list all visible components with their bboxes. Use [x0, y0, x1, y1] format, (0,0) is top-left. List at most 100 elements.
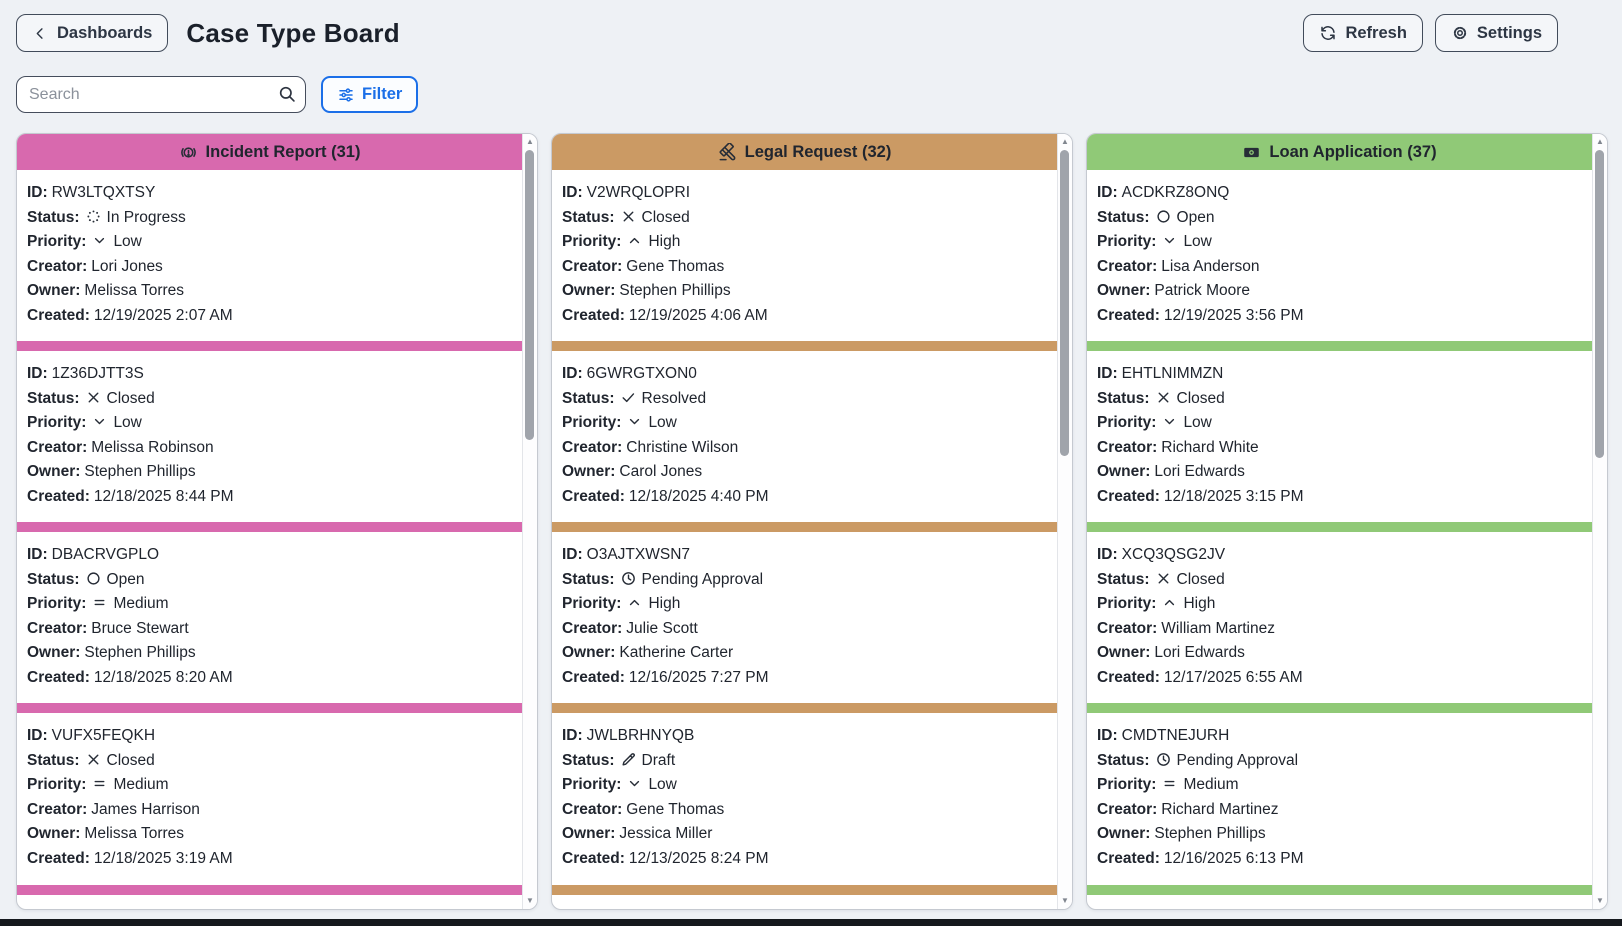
case-card[interactable]: ID: 1Z36DJTT3S Status: Closed Priority: Low Cr…: [17, 351, 522, 522]
x-icon: [85, 751, 102, 768]
scroll-down-icon[interactable]: ▼: [526, 896, 534, 905]
field-value: Low: [648, 776, 677, 793]
card-field-owner: Owner: Lori Edwards: [1097, 460, 1582, 485]
field-value: JWLBRHNYQB: [586, 727, 695, 744]
scroll-up-icon[interactable]: ▲: [1596, 137, 1604, 146]
scroll-up-icon[interactable]: ▲: [526, 137, 534, 146]
filter-button[interactable]: Filter: [321, 76, 419, 113]
card-field-status: Status: Closed: [1097, 387, 1582, 412]
card-divider: [1087, 703, 1592, 713]
case-card[interactable]: ID: VUFX5FEQKH Status: Closed Priority: Mediu…: [17, 713, 522, 884]
refresh-button[interactable]: Refresh: [1303, 14, 1423, 52]
field-value: 12/17/2025 6:55 AM: [1163, 668, 1303, 686]
field-label: Creator:: [27, 438, 88, 456]
case-card[interactable]: ID: RW3LTQXTSY Status: In Progress Priority:…: [17, 170, 522, 341]
x-icon: [620, 208, 637, 225]
column-scrollbar[interactable]: ▲ ▼: [522, 134, 537, 909]
case-card[interactable]: ID: DBACRVGPLO Status: Open Priority: Medium C…: [17, 532, 522, 703]
field-label: ID:: [1097, 184, 1118, 201]
card-field-priority: Priority: Low: [562, 773, 1047, 798]
field-value: Melissa Torres: [84, 282, 185, 299]
scrollbar-thumb[interactable]: [1595, 150, 1604, 458]
case-card[interactable]: ID: ACDKRZ8ONQ Status: Open Priority: Low Crea…: [1087, 170, 1592, 341]
field-label: Creator:: [1097, 257, 1158, 275]
field-label: Status:: [562, 570, 615, 588]
field-value: High: [648, 595, 681, 612]
card-field-creator: Creator: Bruce Stewart: [27, 617, 512, 642]
card-field-priority: Priority: High: [562, 230, 1047, 255]
field-label: ID:: [1097, 546, 1118, 563]
card-field-priority: Priority: Medium: [27, 592, 512, 617]
case-card[interactable]: ID: JWLBRHNYQB Status: Draft Priority: Low Cre…: [552, 713, 1057, 884]
case-card[interactable]: ID: EHTLNIMMZN Status: Closed Priority: Low Cr…: [1087, 351, 1592, 522]
field-label: Status:: [1097, 570, 1150, 588]
scroll-down-icon[interactable]: ▼: [1596, 896, 1604, 905]
column-scrollbar[interactable]: ▲ ▼: [1592, 134, 1607, 909]
field-value: O3AJTXWSN7: [586, 546, 691, 563]
field-value: Open: [1176, 208, 1215, 226]
column-main: Legal Request (32) ID: V2WRQLOPRI Status: Cl…: [552, 134, 1057, 909]
card-field-creator: Creator: Gene Thomas: [562, 255, 1047, 280]
field-value: Gene Thomas: [626, 800, 725, 818]
field-label: Creator:: [562, 257, 623, 275]
case-card[interactable]: ID: V2WRQLOPRI Status: Closed Priority: High C…: [552, 170, 1057, 341]
circle-icon: [1155, 208, 1172, 225]
field-label: Status:: [27, 389, 80, 407]
scroll-down-icon[interactable]: ▼: [1061, 896, 1069, 905]
case-card[interactable]: ID: CMDTNEJURH Status: Pending Approval Prio…: [1087, 713, 1592, 884]
case-card[interactable]: ID: XCQ3QSG2JV Status: Closed Priority: High C…: [1087, 532, 1592, 703]
chevron-down-icon: [1161, 413, 1178, 430]
card-field-created: Created: 12/16/2025 6:13 PM: [1097, 847, 1582, 872]
card-field-status: Status: Closed: [562, 206, 1047, 231]
search-input[interactable]: [16, 76, 306, 113]
card-field-created: Created: 12/17/2025 6:55 AM: [1097, 666, 1582, 691]
field-label: Priority:: [1097, 233, 1157, 250]
case-card[interactable]: ID: 6GWRGTXON0 Status: Resolved Priority: Low…: [552, 351, 1057, 522]
field-label: Created:: [27, 306, 90, 324]
field-label: Priority:: [1097, 776, 1157, 793]
x-icon: [85, 389, 102, 406]
field-value: 12/18/2025 3:19 AM: [93, 849, 233, 867]
card-field-status: Status: Closed: [1097, 568, 1582, 593]
card-field-id: ID: VUFX5FEQKH: [27, 724, 512, 749]
field-label: ID:: [562, 727, 583, 744]
filter-sliders-icon: [337, 86, 355, 104]
column-scrollbar[interactable]: ▲ ▼: [1057, 134, 1072, 909]
case-card[interactable]: ID: O3AJTXWSN7 Status: Pending Approval Prio…: [552, 532, 1057, 703]
field-value: Medium: [113, 776, 169, 793]
field-label: Owner:: [562, 463, 616, 480]
scroll-up-icon[interactable]: ▲: [1061, 137, 1069, 146]
card-divider: [1087, 341, 1592, 351]
chevron-down-icon: [1161, 232, 1178, 249]
scrollbar-thumb[interactable]: [525, 150, 534, 440]
field-label: Creator:: [27, 257, 88, 275]
field-value: VUFX5FEQKH: [51, 727, 156, 744]
card-field-creator: Creator: Lori Jones: [27, 255, 512, 280]
field-value: CMDTNEJURH: [1121, 727, 1230, 744]
back-to-dashboards-button[interactable]: Dashboards: [16, 14, 169, 52]
field-label: Priority:: [27, 233, 87, 250]
field-label: Priority:: [562, 414, 622, 431]
field-label: ID:: [1097, 727, 1118, 744]
card-field-priority: Priority: Medium: [1097, 773, 1582, 798]
field-label: Status:: [27, 751, 80, 769]
field-value: Melissa Torres: [84, 825, 185, 842]
card-field-priority: Priority: Low: [27, 411, 512, 436]
field-label: Owner:: [27, 463, 81, 480]
field-label: Status:: [1097, 208, 1150, 226]
settings-button[interactable]: Settings: [1434, 14, 1558, 52]
chevron-down-icon: [626, 413, 643, 430]
equals-icon: [1161, 775, 1178, 792]
card-field-created: Created: 12/18/2025 8:44 PM: [27, 485, 512, 510]
card-field-id: ID: V2WRQLOPRI: [562, 181, 1047, 206]
card-field-priority: Priority: Low: [1097, 230, 1582, 255]
column-bottom-space: [552, 895, 1057, 909]
card-field-status: Status: Draft: [562, 749, 1047, 774]
scrollbar-thumb[interactable]: [1060, 150, 1069, 456]
search-box: [16, 76, 306, 113]
field-label: Created:: [27, 849, 90, 867]
card-field-id: ID: 1Z36DJTT3S: [27, 362, 512, 387]
field-label: Status:: [27, 570, 80, 588]
field-label: ID:: [27, 365, 48, 382]
field-value: 12/16/2025 7:27 PM: [628, 668, 769, 686]
